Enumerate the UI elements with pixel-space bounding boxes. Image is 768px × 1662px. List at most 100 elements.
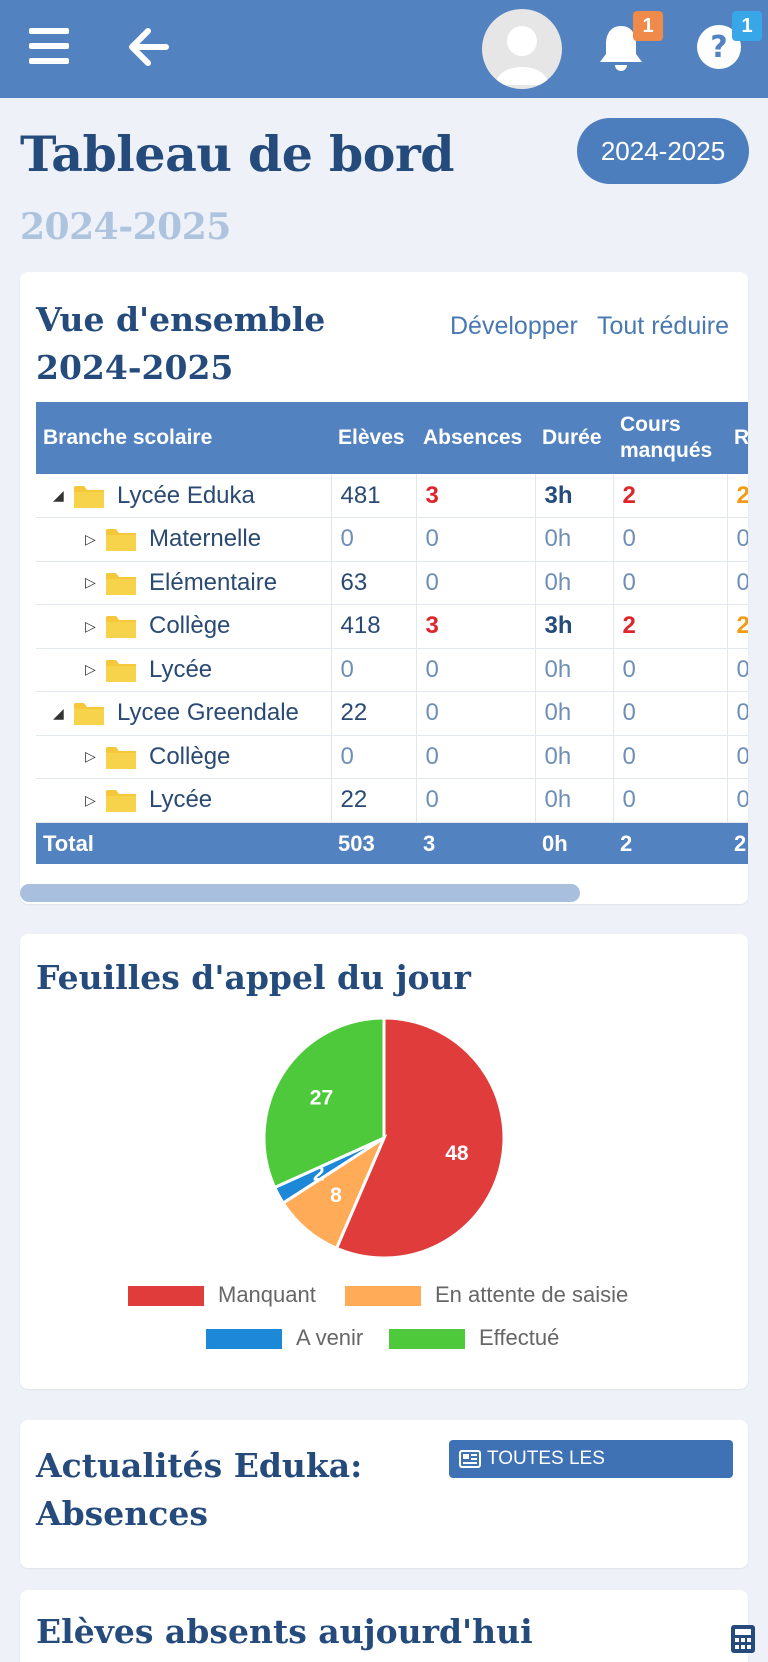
folder-icon bbox=[73, 483, 105, 509]
table-row[interactable]: ◢ Lycée Eduka 481 3 3h 2 2 bbox=[36, 474, 748, 518]
expand-toggle-icon[interactable]: ▷ bbox=[85, 791, 96, 808]
branch-cell[interactable]: ◢ Lycee Greendale bbox=[36, 691, 332, 736]
r-cell: 0 bbox=[727, 735, 748, 779]
help-badge: 1 bbox=[732, 11, 762, 41]
table-row[interactable]: ▷ Collège 0 0 0h 0 0 bbox=[36, 735, 748, 779]
absences-cell: 0 bbox=[416, 561, 536, 605]
overview-table: Branche scolaire Elèves Absences Durée C… bbox=[36, 402, 748, 864]
back-arrow-icon[interactable] bbox=[126, 27, 170, 67]
col-header-absences[interactable]: Absences bbox=[416, 402, 535, 474]
calculator-icon[interactable] bbox=[730, 1624, 756, 1654]
expand-toggle-icon[interactable]: ▷ bbox=[85, 530, 96, 547]
missed-cell: 0 bbox=[613, 691, 728, 736]
branch-cell[interactable]: ▷ Collège bbox=[36, 604, 332, 649]
newspaper-icon bbox=[459, 1450, 481, 1468]
r-cell: 0 bbox=[727, 561, 748, 605]
missed-cell: 0 bbox=[613, 648, 728, 692]
missed-cell: 2 bbox=[613, 604, 728, 649]
r-cell: 0 bbox=[727, 517, 748, 562]
pie-label-0: 48 bbox=[445, 1142, 469, 1165]
branch-cell[interactable]: ▷ Elémentaire bbox=[36, 561, 332, 605]
bell-icon[interactable] bbox=[596, 22, 646, 74]
branch-name: Lycée Eduka bbox=[117, 481, 255, 509]
news-card: Actualités Eduka: Absences TOUTES LES NO… bbox=[20, 1420, 748, 1568]
col-header-duration[interactable]: Durée bbox=[535, 402, 613, 474]
legend-swatch-2[interactable] bbox=[206, 1329, 282, 1349]
students-cell: 481 bbox=[331, 474, 417, 518]
branch-name: Lycée bbox=[149, 655, 213, 683]
col-header-branch[interactable]: Branche scolaire bbox=[36, 402, 331, 474]
table-row[interactable]: ◢ Lycee Greendale 22 0 0h 0 0 bbox=[36, 691, 748, 736]
news-title: Actualités Eduka: Absences bbox=[36, 1446, 363, 1533]
duration-cell: 0h bbox=[535, 517, 614, 562]
horizontal-scrollbar[interactable] bbox=[20, 884, 580, 902]
absences-cell: 0 bbox=[416, 691, 536, 736]
pie-slice-0[interactable] bbox=[334, 1016, 506, 1260]
legend-label-3[interactable]: Effectué bbox=[479, 1325, 560, 1350]
duration-cell: 0h bbox=[535, 691, 614, 736]
students-cell: 0 bbox=[331, 735, 417, 779]
overview-table-container[interactable]: Branche scolaire Elèves Absences Durée C… bbox=[36, 402, 748, 864]
absent-today-title: Elèves absents aujourd'hui bbox=[36, 1612, 533, 1651]
col-header-students[interactable]: Elèves bbox=[331, 402, 416, 474]
duration-cell: 3h bbox=[535, 604, 614, 649]
legend-swatch-3[interactable] bbox=[389, 1329, 465, 1349]
table-total-row: Total 503 3 0h 2 2 bbox=[36, 822, 748, 864]
total-duration: 0h bbox=[535, 822, 613, 864]
duration-cell: 0h bbox=[535, 648, 614, 692]
top-bar: 1 ? 1 bbox=[0, 0, 768, 98]
duration-cell: 3h bbox=[535, 474, 614, 518]
svg-text:?: ? bbox=[710, 30, 727, 65]
absences-cell: 3 bbox=[416, 474, 536, 518]
expand-toggle-icon[interactable]: ▷ bbox=[85, 748, 96, 765]
branch-cell[interactable]: ▷ Collège bbox=[36, 735, 332, 779]
expand-toggle-icon[interactable]: ▷ bbox=[85, 617, 96, 634]
year-selector-button[interactable]: 2024-2025 bbox=[577, 118, 749, 184]
table-row[interactable]: ▷ Lycée 0 0 0h 0 0 bbox=[36, 648, 748, 692]
user-avatar[interactable] bbox=[482, 9, 562, 89]
expand-link[interactable]: Développer bbox=[450, 312, 578, 340]
branch-cell[interactable]: ▷ Maternelle bbox=[36, 517, 332, 562]
missed-cell: 2 bbox=[613, 474, 728, 518]
branch-cell[interactable]: ◢ Lycée Eduka bbox=[36, 474, 332, 518]
students-cell: 22 bbox=[331, 778, 417, 823]
absences-cell: 0 bbox=[416, 735, 536, 779]
collapse-toggle-icon[interactable]: ◢ bbox=[53, 487, 64, 503]
notification-badge: 1 bbox=[633, 11, 663, 41]
table-row[interactable]: ▷ Collège 418 3 3h 2 2 bbox=[36, 604, 748, 649]
students-cell: 22 bbox=[331, 691, 417, 736]
collapse-toggle-icon[interactable]: ◢ bbox=[53, 704, 64, 721]
missed-cell: 0 bbox=[613, 778, 728, 823]
total-label: Total bbox=[36, 822, 331, 864]
page-title-text: Tableau de bord bbox=[20, 125, 455, 183]
total-absences: 3 bbox=[416, 822, 535, 864]
col-header-r[interactable]: R bbox=[727, 402, 748, 474]
legend-label-0[interactable]: Manquant bbox=[218, 1282, 316, 1307]
branch-cell[interactable]: ▷ Lycée bbox=[36, 648, 332, 692]
roll-call-pie-chart: 48 82 27 bbox=[262, 1016, 506, 1260]
help-icon[interactable]: ? bbox=[694, 22, 744, 72]
branch-name: Maternelle bbox=[149, 525, 262, 553]
roll-call-card: Feuilles d'appel du jour 48 8 2 27 Manquant… bbox=[20, 934, 748, 1389]
branch-name: Collège bbox=[149, 742, 231, 770]
legend-label-1[interactable]: En attente de saisie bbox=[435, 1282, 629, 1307]
table-row[interactable]: ▷ Lycée 22 0 0h 0 0 bbox=[36, 778, 748, 823]
students-cell: 0 bbox=[331, 517, 417, 562]
roll-call-title: Feuilles d'appel du jour bbox=[36, 958, 471, 997]
expand-toggle-icon[interactable]: ▷ bbox=[85, 574, 96, 591]
legend-swatch-1[interactable] bbox=[345, 1286, 421, 1306]
collapse-all-link[interactable]: Tout réduire bbox=[597, 312, 730, 340]
legend-swatch-0[interactable] bbox=[128, 1286, 204, 1306]
expand-toggle-icon[interactable]: ▷ bbox=[85, 661, 96, 678]
branch-cell[interactable]: ▷ Lycée bbox=[36, 778, 332, 823]
pie-slice-3[interactable] bbox=[262, 1016, 386, 1190]
table-row[interactable]: ▷ Maternelle 0 0 0h 0 0 bbox=[36, 517, 748, 562]
pie-label-3: 27 bbox=[310, 1087, 333, 1110]
legend-label-2[interactable]: A venir bbox=[296, 1325, 364, 1350]
menu-icon[interactable] bbox=[29, 28, 69, 64]
col-header-missed[interactable]: Cours manqués bbox=[613, 402, 727, 474]
missed-cell: 0 bbox=[613, 561, 728, 605]
table-row[interactable]: ▷ Elémentaire 63 0 0h 0 0 bbox=[36, 561, 748, 605]
all-news-button[interactable]: TOUTES LES NOUVEAUTÉS bbox=[449, 1440, 733, 1507]
missed-cell: 0 bbox=[613, 517, 728, 562]
